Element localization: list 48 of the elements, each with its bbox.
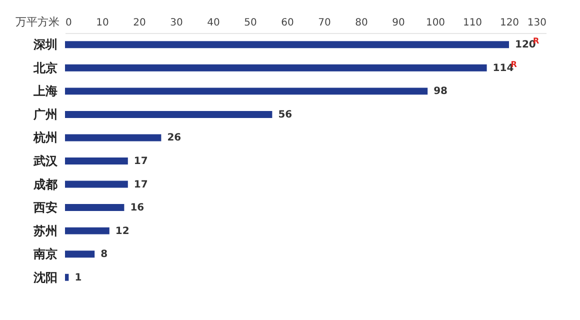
- x-tick-label: 50: [244, 18, 257, 28]
- y-tick-label: 南京: [32, 247, 58, 262]
- x-tick-label: 80: [355, 18, 368, 28]
- bar: [65, 250, 95, 258]
- bar: [65, 64, 487, 72]
- data-label: 56: [278, 109, 292, 120]
- bar: [65, 41, 509, 48]
- bar: [65, 274, 69, 281]
- bar: [65, 158, 128, 164]
- data-label: 1: [74, 272, 82, 284]
- data-label: 17: [134, 179, 148, 190]
- bar: [65, 180, 128, 188]
- y-tick-label: 西安: [32, 200, 58, 215]
- x-axis-title: 万平方米: [16, 16, 60, 28]
- bar: [65, 227, 110, 234]
- bar: [65, 134, 162, 142]
- x-tick-label: 40: [207, 18, 220, 28]
- data-label: 98: [434, 86, 448, 98]
- x-tick-label: 10: [96, 18, 109, 28]
- x-tick-label: 90: [392, 18, 405, 28]
- bar: [65, 110, 272, 118]
- x-tick-label: 130: [527, 18, 546, 28]
- x-tick-label: 30: [170, 18, 183, 28]
- y-tick-label: 成都: [32, 177, 58, 192]
- x-tick-label: 20: [133, 18, 146, 28]
- x-tick-label: 60: [281, 18, 294, 28]
- y-tick-label: 沈阳: [32, 270, 58, 284]
- data-label: 17: [134, 156, 148, 167]
- x-tick-label: 120: [500, 18, 520, 28]
- y-tick-label: 苏州: [32, 224, 58, 238]
- y-tick-label: 深圳: [32, 38, 58, 52]
- bar: [65, 204, 124, 212]
- y-tick-label: 北京: [32, 60, 58, 75]
- y-tick-label: 上海: [32, 84, 58, 98]
- bar: [65, 88, 428, 95]
- x-tick-label: 0: [66, 18, 72, 28]
- data-label: 26: [167, 132, 182, 144]
- x-tick-label: 110: [462, 18, 482, 28]
- data-label: 8: [100, 249, 108, 260]
- y-tick-label: 广州: [32, 107, 58, 122]
- x-tick-label: 100: [426, 18, 446, 28]
- data-label: 16: [130, 202, 144, 214]
- data-label: 120: [515, 40, 536, 51]
- data-label: 12: [115, 226, 130, 237]
- x-tick-label: 70: [318, 18, 331, 28]
- y-tick-label: 武汉: [32, 154, 58, 168]
- y-tick-label: 杭州: [32, 130, 58, 145]
- data-label: 114: [492, 62, 514, 74]
